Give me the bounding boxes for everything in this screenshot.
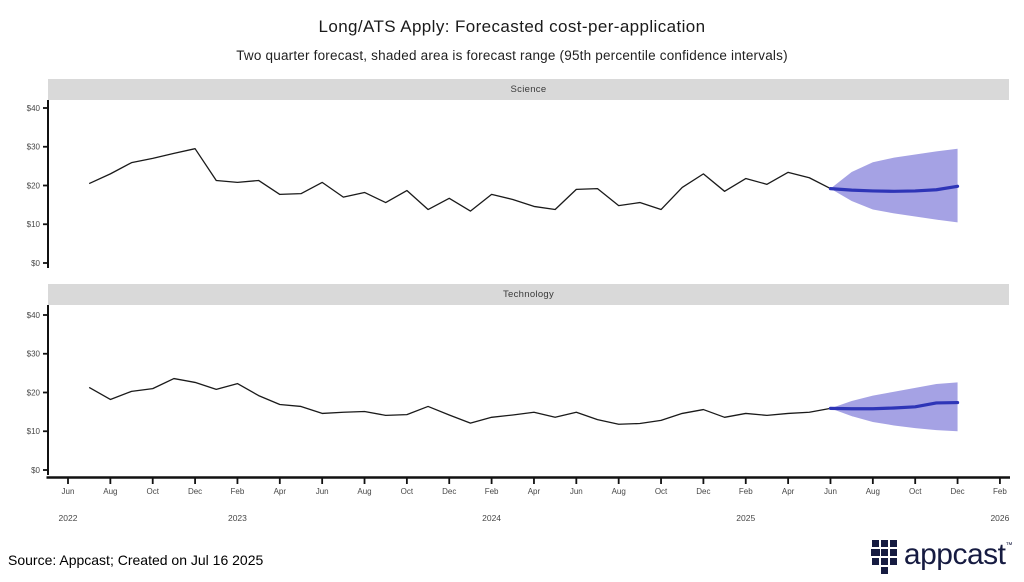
x-axis-month-label: Dec [696,487,710,496]
x-axis-month-label: Oct [655,487,668,496]
x-axis-month-label: Jun [570,487,583,496]
y-axis-label-science: $30 [27,143,41,152]
x-axis-month-label: Aug [103,487,117,496]
x-axis-month-label: Aug [612,487,626,496]
x-axis-month-label: Oct [909,487,922,496]
chart-subtitle: Two quarter forecast, shaded area is for… [236,48,788,63]
panel-strip-science-label: Science [510,84,547,95]
forecast-line-science [828,184,960,193]
x-axis-month-label: Feb [993,487,1007,496]
x-axis-month-label: Feb [485,487,499,496]
panel-strip-technology: Technology [48,284,1009,305]
y-axis-label-technology: $40 [27,311,41,320]
x-axis-month-label: Feb [231,487,245,496]
y-axis-label-technology: $30 [27,350,41,359]
page-title: Long/ATS Apply: Forecasted cost-per-appl… [318,17,706,36]
trademark-symbol: ™ [1005,542,1013,549]
x-axis-month-label: Jun [824,487,837,496]
x-axis-month-label: Feb [739,487,753,496]
x-axis-month-label: Aug [357,487,371,496]
x-axis-month-label: Dec [950,487,964,496]
forecast-band-science [830,148,958,223]
x-axis-year-label: 2023 [228,513,247,523]
x-axis-month-label: Apr [528,487,541,496]
x-axis-year-label: 2022 [59,513,78,523]
forecast-line-technology [828,400,960,411]
y-axis-label-science: $0 [31,259,40,268]
x-axis-month-label: Oct [146,487,159,496]
x-axis-year-label: 2025 [736,513,755,523]
x-axis-month-label: Apr [274,487,287,496]
appcast-logo: appcast™ [870,538,1013,574]
y-axis-label-technology: $10 [27,427,41,436]
actual-line-technology [88,377,831,425]
x-axis-month-label: Aug [866,487,880,496]
x-axis-month-label: Jun [316,487,329,496]
x-axis-year-label: 2024 [482,513,501,523]
x-axis-month-label: Oct [401,487,414,496]
source-note: Source: Appcast; Created on Jul 16 2025 [8,552,264,568]
appcast-logo-wordmark: appcast™ [903,538,1013,571]
x-axis-month-label: Jun [62,487,75,496]
x-axis-month-label: Apr [782,487,795,496]
y-axis-label-technology: $0 [31,466,40,475]
panel-strip-technology-label: Technology [502,289,555,300]
x-axis-month-label: Dec [188,487,202,496]
panel-strip-science: Science [48,79,1009,100]
actual-line-science [88,148,831,212]
y-axis-label-science: $40 [27,104,41,113]
y-axis-label-science: $20 [27,181,41,190]
appcast-logo-mark-icon [870,540,897,574]
x-axis-month-label: Dec [442,487,456,496]
y-axis-label-science: $10 [27,220,41,229]
y-axis-label-technology: $20 [27,388,41,397]
x-axis-year-label: 2026 [990,513,1009,523]
